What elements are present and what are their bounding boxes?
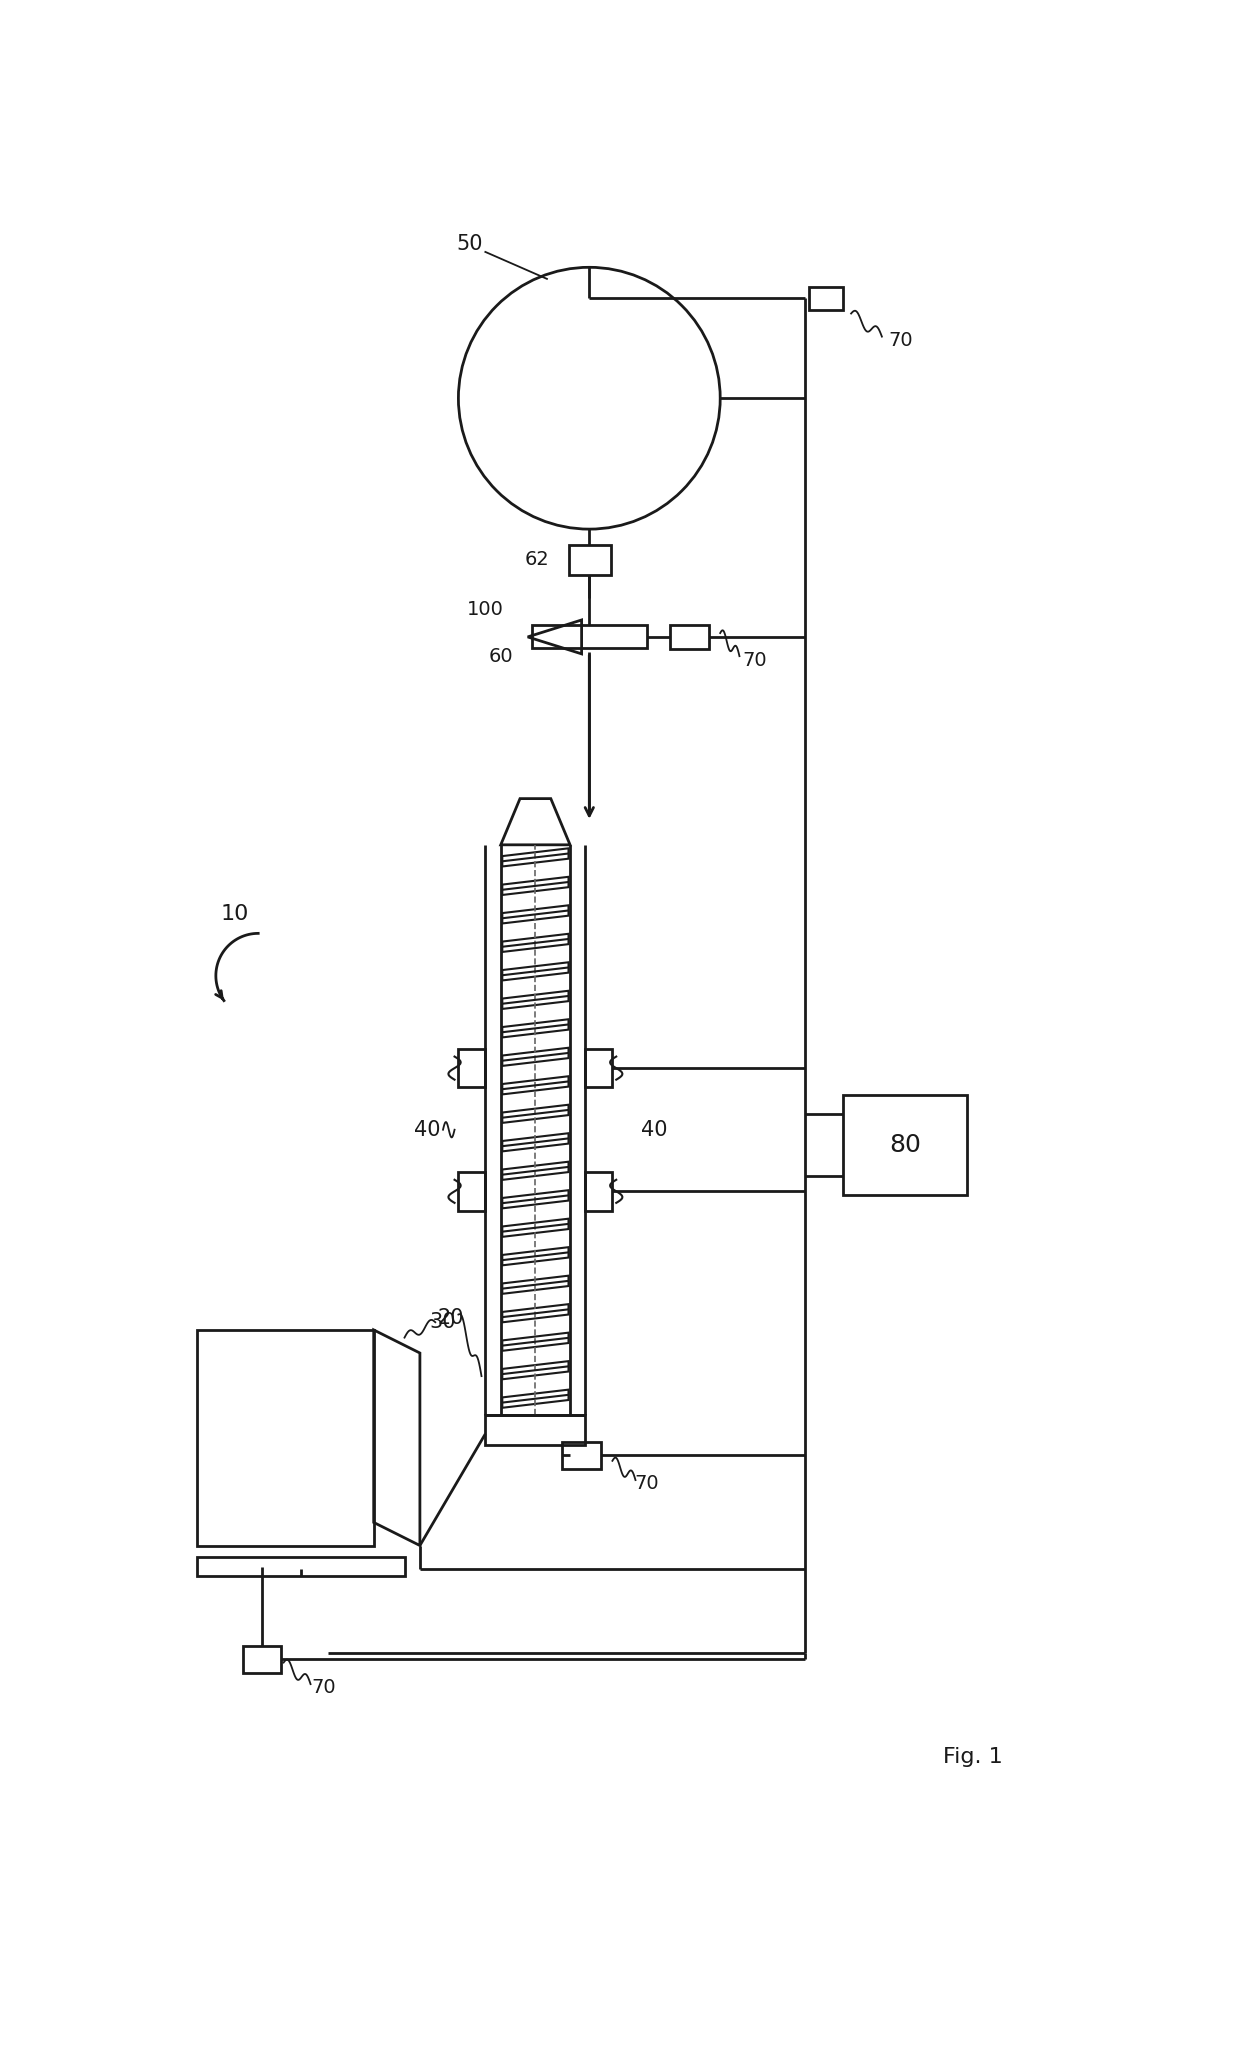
Bar bbox=[585, 1171, 613, 1210]
Text: 80: 80 bbox=[889, 1133, 921, 1157]
Text: 70: 70 bbox=[889, 332, 914, 350]
Bar bbox=[197, 1556, 404, 1577]
Bar bbox=[563, 1442, 601, 1468]
Text: 30: 30 bbox=[430, 1313, 456, 1331]
Text: 20: 20 bbox=[438, 1309, 464, 1329]
Bar bbox=[532, 625, 647, 649]
Text: 100: 100 bbox=[467, 600, 503, 618]
Text: Fig. 1: Fig. 1 bbox=[944, 1747, 1003, 1767]
Bar bbox=[843, 1096, 967, 1196]
Text: 40: 40 bbox=[641, 1120, 668, 1141]
Bar bbox=[585, 1049, 613, 1087]
Text: 60: 60 bbox=[489, 647, 513, 666]
Text: 62: 62 bbox=[525, 551, 549, 569]
Bar bbox=[808, 287, 843, 309]
Bar bbox=[459, 1049, 485, 1087]
Bar bbox=[568, 545, 611, 575]
Bar bbox=[459, 1171, 485, 1210]
Text: 70: 70 bbox=[635, 1475, 660, 1493]
Text: 40: 40 bbox=[414, 1120, 441, 1141]
Bar bbox=[197, 1329, 373, 1546]
Text: 50: 50 bbox=[456, 233, 484, 254]
Bar bbox=[670, 625, 708, 649]
Text: 70: 70 bbox=[743, 651, 768, 670]
Text: 70: 70 bbox=[311, 1679, 336, 1698]
Bar bbox=[243, 1647, 281, 1673]
Text: 10: 10 bbox=[221, 903, 249, 924]
Bar bbox=[485, 1415, 585, 1446]
